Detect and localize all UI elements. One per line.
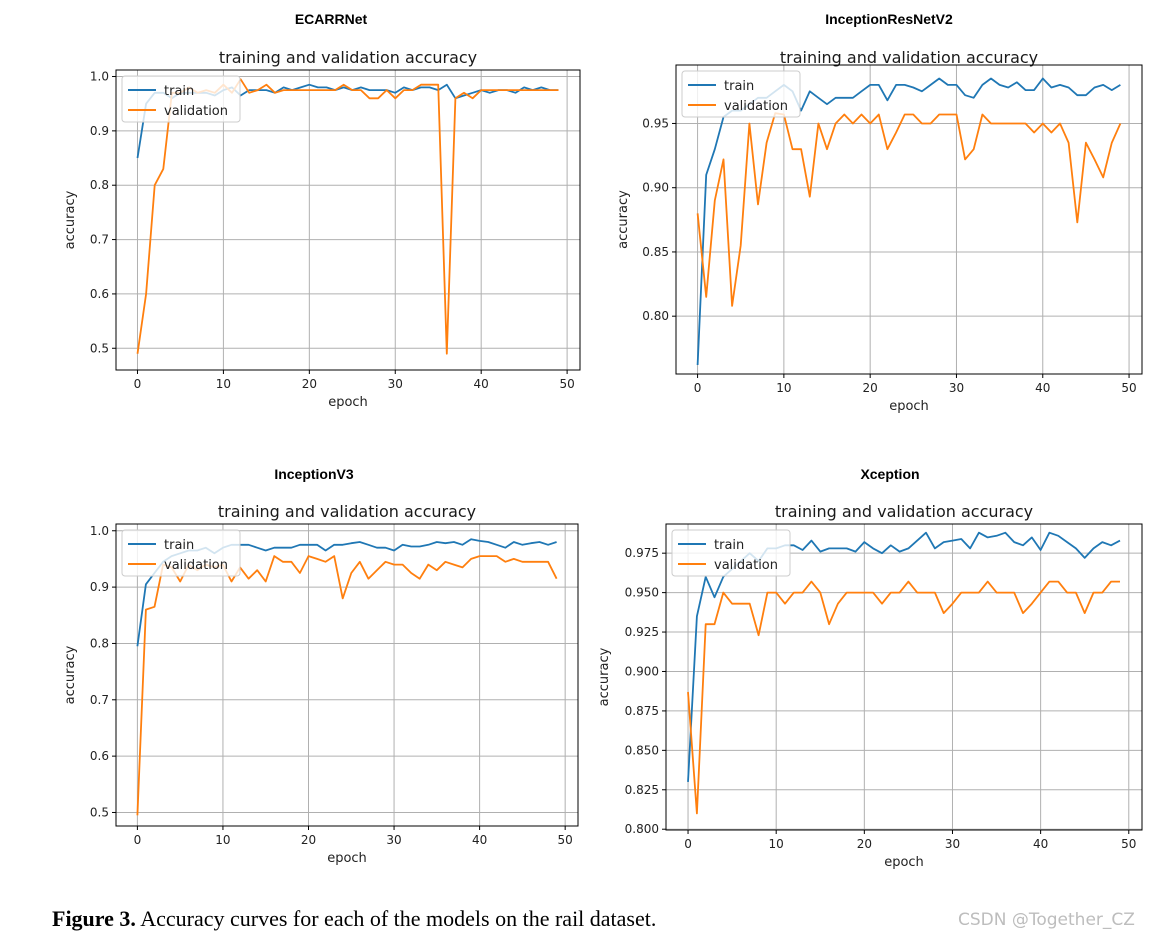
y-axis-label: accuracy — [616, 190, 631, 249]
y-tick-label: 0.900 — [625, 664, 659, 678]
x-tick-label: 50 — [1121, 837, 1136, 851]
legend-label-validation: validation — [724, 99, 788, 114]
y-tick-label: 0.800 — [625, 822, 659, 836]
x-tick-label: 50 — [559, 377, 574, 391]
y-tick-label: 0.90 — [642, 181, 669, 195]
x-tick-label: 50 — [558, 833, 573, 847]
y-tick-label: 0.825 — [625, 783, 659, 797]
series-line-validation — [687, 580, 1120, 815]
y-tick-label: 0.925 — [625, 625, 659, 639]
y-tick-label: 0.950 — [625, 586, 659, 600]
y-tick-label: 0.9 — [90, 124, 109, 138]
legend-label-validation: validation — [164, 558, 228, 573]
y-tick-label: 1.0 — [90, 70, 109, 84]
watermark: CSDN @Together_CZ — [958, 910, 1135, 930]
x-tick-label: 40 — [1035, 381, 1050, 395]
x-tick-label: 40 — [472, 833, 487, 847]
x-tick-label: 30 — [388, 377, 403, 391]
x-tick-label: 20 — [302, 377, 317, 391]
y-tick-label: 0.85 — [642, 245, 669, 259]
figure-caption: Figure 3. Accuracy curves for each of th… — [52, 906, 656, 932]
plot-frame — [115, 523, 579, 827]
y-axis-label: accuracy — [63, 190, 78, 249]
legend-label-validation: validation — [164, 104, 228, 119]
x-tick-label: 10 — [216, 377, 231, 391]
plot-title: training and validation accuracy — [775, 502, 1033, 521]
model-title: InceptionResNetV2 — [825, 11, 953, 27]
x-tick-label: 30 — [949, 381, 964, 395]
x-tick-label: 30 — [945, 837, 960, 851]
y-tick-label: 0.80 — [642, 309, 669, 323]
y-tick-label: 0.9 — [90, 580, 109, 594]
y-tick-label: 0.5 — [90, 341, 109, 355]
x-tick-label: 0 — [694, 381, 702, 395]
model-title: ECARRNet — [295, 11, 368, 27]
x-tick-label: 0 — [134, 833, 142, 847]
x-tick-label: 30 — [386, 833, 401, 847]
legend-label-train: train — [714, 538, 744, 553]
x-axis-label: epoch — [884, 855, 924, 870]
y-axis-label: accuracy — [597, 647, 612, 706]
y-tick-label: 0.975 — [625, 546, 659, 560]
caption-label: Figure 3. — [52, 906, 136, 931]
x-tick-label: 20 — [301, 833, 316, 847]
x-tick-label: 20 — [857, 837, 872, 851]
x-tick-label: 50 — [1121, 381, 1136, 395]
x-tick-label: 0 — [684, 837, 692, 851]
legend-label-train: train — [164, 538, 194, 553]
legend-label-train: train — [724, 79, 754, 94]
caption-text: Accuracy curves for each of the models o… — [135, 906, 657, 931]
y-tick-label: 0.5 — [90, 805, 109, 819]
y-tick-label: 0.6 — [90, 749, 109, 763]
x-axis-label: epoch — [327, 851, 367, 866]
x-tick-label: 20 — [863, 381, 878, 395]
plot-frame — [665, 523, 1143, 831]
y-tick-label: 1.0 — [90, 524, 109, 538]
x-tick-label: 40 — [474, 377, 489, 391]
x-tick-label: 10 — [215, 833, 230, 847]
plot-title: training and validation accuracy — [218, 502, 476, 521]
y-tick-label: 0.7 — [90, 233, 109, 247]
model-title: InceptionV3 — [274, 466, 354, 482]
y-tick-label: 0.8 — [90, 178, 109, 192]
plot-frame — [115, 69, 581, 371]
x-axis-label: epoch — [328, 395, 368, 410]
y-tick-label: 0.875 — [625, 704, 659, 718]
y-tick-label: 0.850 — [625, 743, 659, 757]
x-axis-label: epoch — [889, 399, 929, 414]
y-tick-label: 0.8 — [90, 636, 109, 650]
series-line-validation — [696, 112, 1122, 307]
y-tick-label: 0.6 — [90, 287, 109, 301]
x-tick-label: 40 — [1033, 837, 1048, 851]
plot-title: training and validation accuracy — [219, 48, 477, 67]
x-tick-label: 0 — [134, 377, 142, 391]
x-tick-label: 10 — [776, 381, 791, 395]
y-axis-label: accuracy — [63, 645, 78, 704]
legend-label-train: train — [164, 84, 194, 99]
y-tick-label: 0.7 — [90, 693, 109, 707]
plot-title: training and validation accuracy — [780, 48, 1038, 67]
plot-frame — [675, 64, 1143, 375]
y-tick-label: 0.95 — [642, 116, 669, 130]
legend-label-validation: validation — [714, 558, 778, 573]
x-tick-label: 10 — [769, 837, 784, 851]
model-title: Xception — [860, 466, 919, 482]
